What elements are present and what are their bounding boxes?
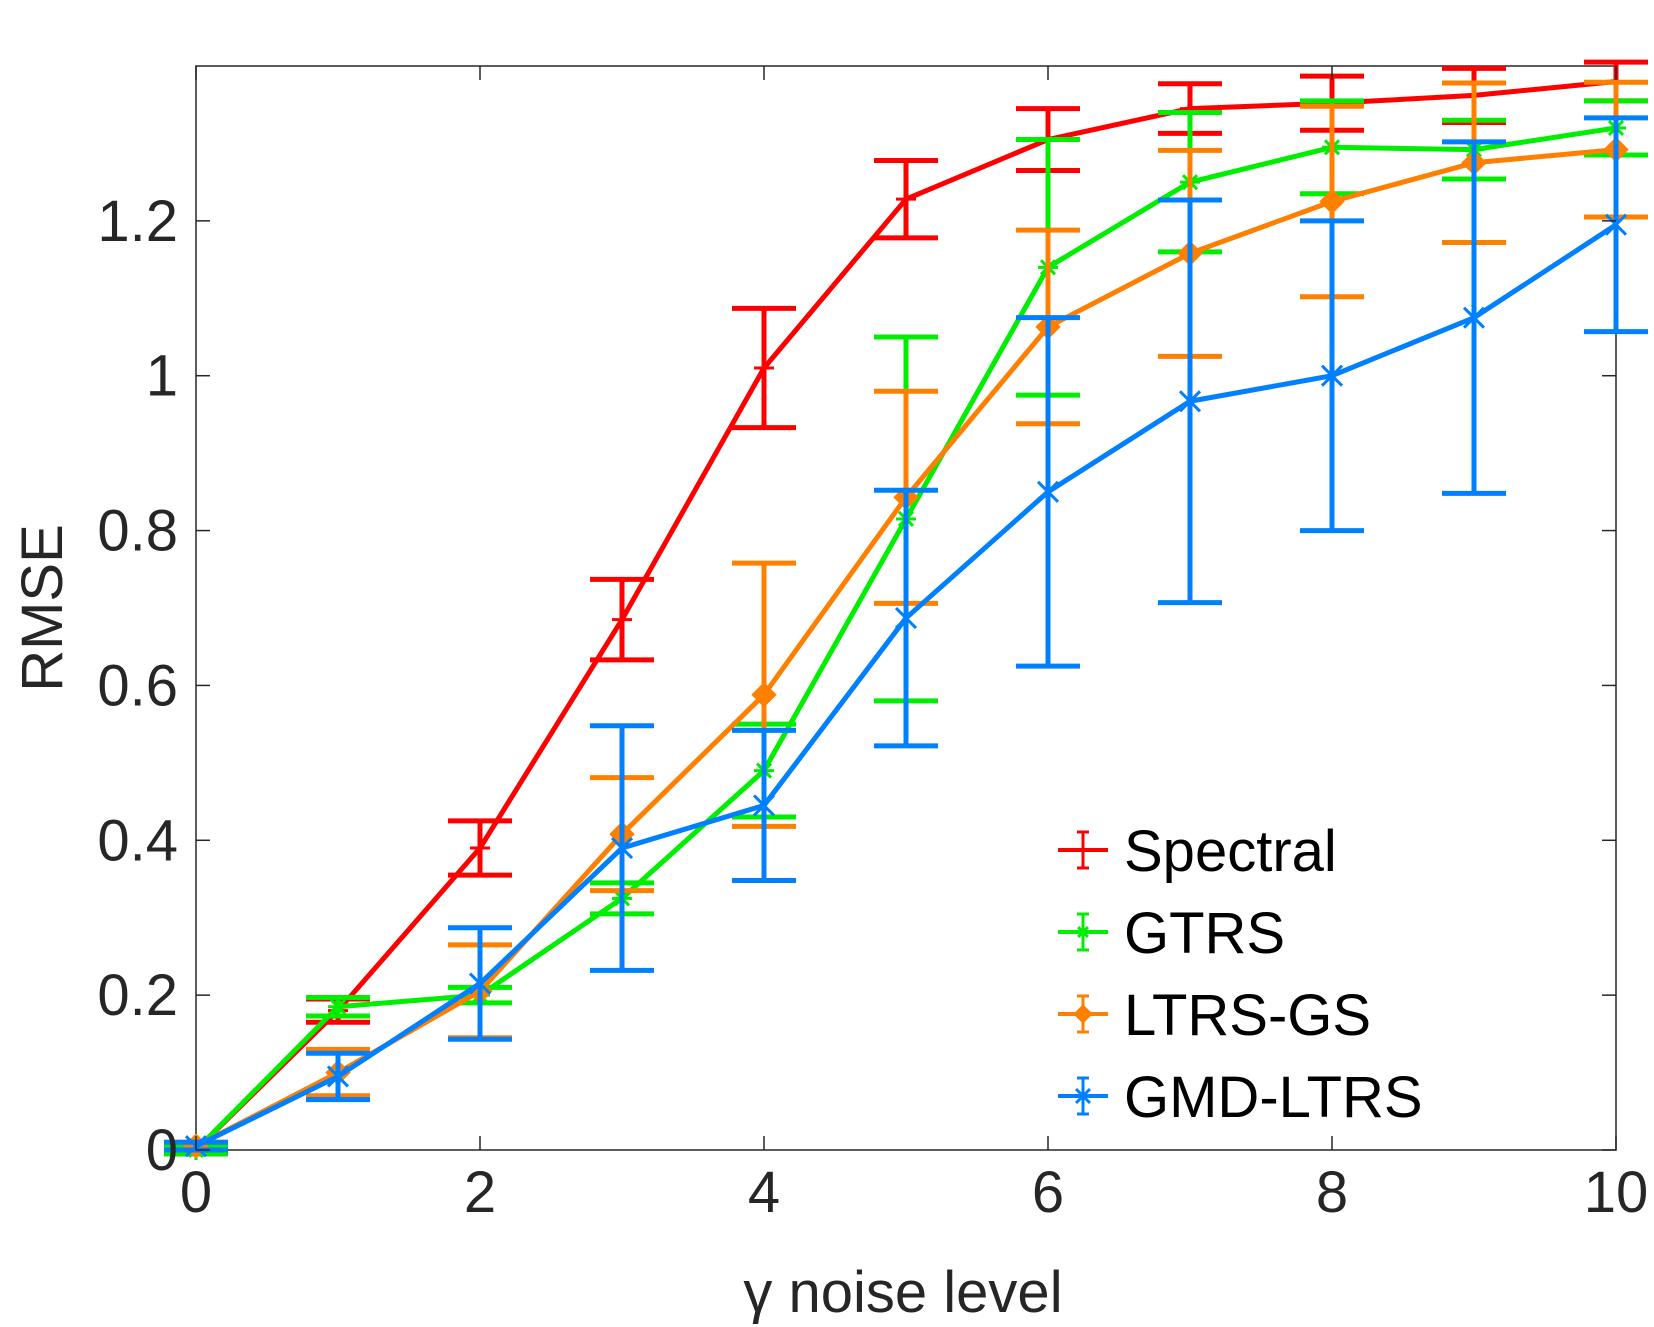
data-point — [326, 1065, 350, 1088]
marker-stroke — [329, 998, 347, 1015]
y-tick-label: 1.2 — [97, 189, 178, 254]
data-point — [1604, 213, 1628, 236]
data-point — [610, 836, 634, 860]
y-tick-label: 0.2 — [97, 963, 178, 1028]
marker-stroke — [1604, 213, 1628, 236]
x-tick-label: 6 — [1032, 1160, 1064, 1225]
data-point — [751, 682, 777, 708]
y-tick-label: 1 — [146, 344, 178, 409]
marker-stroke — [894, 607, 918, 630]
data-point — [1319, 188, 1345, 215]
legend-entry: Spectral — [1058, 819, 1337, 884]
x-tick-label: 0 — [180, 1160, 212, 1225]
data-point — [752, 794, 776, 817]
legend-entry: GMD-LTRS — [1058, 1065, 1423, 1130]
marker-stroke — [326, 1065, 350, 1088]
marker-stroke — [752, 794, 776, 817]
legend-marker — [1076, 843, 1090, 857]
series-layer — [164, 59, 1648, 1160]
y-tick-label: 0.6 — [97, 653, 178, 718]
y-axis-label: RMSE — [10, 524, 75, 692]
data-point — [1036, 480, 1060, 503]
data-point — [1462, 306, 1486, 329]
data-point — [1178, 390, 1202, 413]
x-tick-label: 4 — [748, 1160, 780, 1225]
legend-label: GTRS — [1124, 901, 1285, 966]
marker-stroke — [1077, 926, 1089, 938]
legend-label: GMD-LTRS — [1124, 1065, 1423, 1130]
marker-stroke — [1074, 1087, 1092, 1105]
legend-label: LTRS-GS — [1124, 983, 1371, 1048]
y-tick-label: 0 — [146, 1118, 178, 1183]
y-tick-label: 0.4 — [97, 808, 178, 873]
marker-shape — [1073, 1004, 1093, 1024]
marker-stroke — [1178, 390, 1202, 413]
legend-label: Spectral — [1124, 819, 1337, 884]
data-point — [754, 357, 774, 378]
data-point — [468, 972, 492, 995]
data-point — [612, 609, 632, 630]
marker-shape — [1319, 188, 1345, 215]
x-tick-label: 8 — [1316, 1160, 1348, 1225]
legend-marker — [1074, 1087, 1092, 1105]
legend: Spectral GTRS LTRS-GS GMD-LTRS — [1058, 819, 1423, 1130]
axis-ticks: 0 2 4 6 8 10 0 0.2 0.4 0.6 0.8 1 1.2 — [97, 66, 1648, 1225]
data-point — [894, 607, 918, 630]
marker-shape — [751, 682, 777, 708]
marker-stroke — [1462, 306, 1486, 329]
series-gmd-ltrs — [164, 115, 1648, 1158]
data-point — [470, 838, 490, 859]
y-tick-label: 0.8 — [97, 499, 178, 564]
x-tick-label: 10 — [1584, 1160, 1649, 1225]
marker-stroke — [610, 836, 634, 860]
x-axis-label: γ noise level — [743, 1260, 1062, 1325]
data-point — [328, 996, 348, 1017]
data-point — [896, 189, 916, 210]
data-point — [1320, 364, 1344, 387]
legend-marker — [1073, 1004, 1093, 1024]
x-tick-label: 2 — [464, 1160, 496, 1225]
marker-stroke — [1320, 364, 1344, 387]
legend-marker — [1076, 925, 1090, 939]
legend-entry: LTRS-GS — [1058, 983, 1371, 1048]
marker-stroke — [1036, 480, 1060, 503]
legend-entry: GTRS — [1058, 901, 1285, 966]
marker-stroke — [468, 972, 492, 995]
